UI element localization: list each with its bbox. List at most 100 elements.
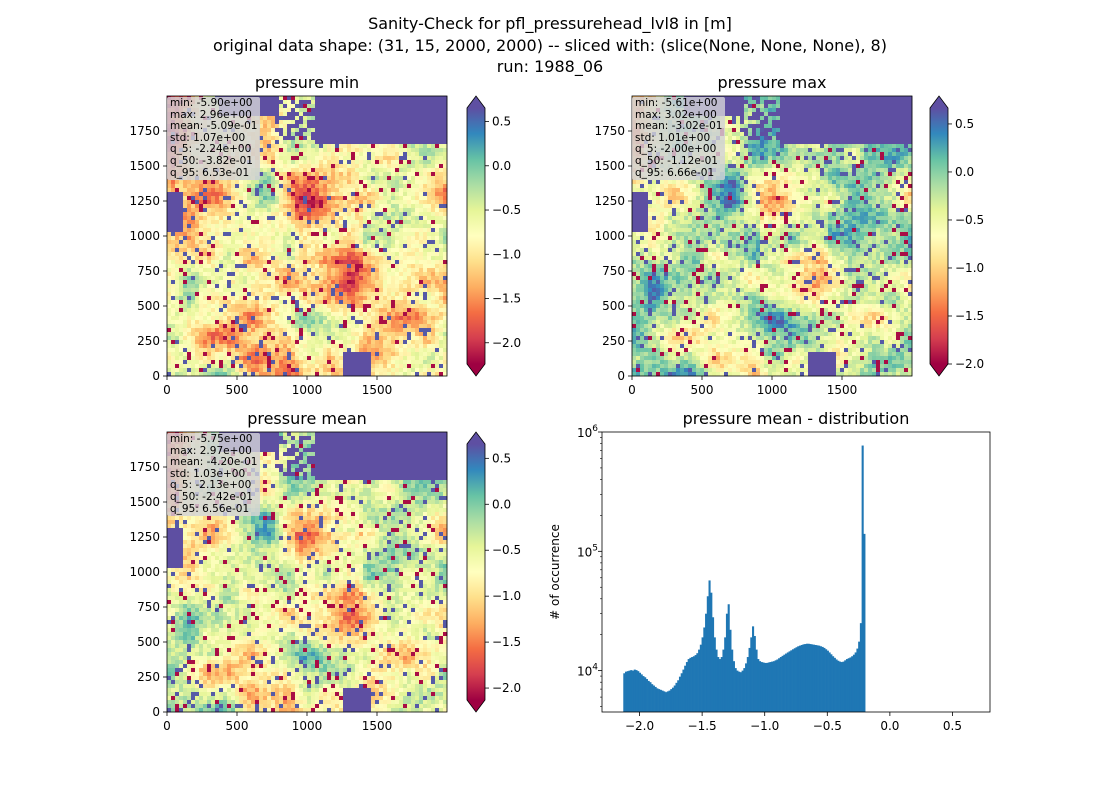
histogram-bar: [694, 655, 697, 712]
histogram-bar: [858, 641, 861, 712]
histogram-bar: [713, 637, 716, 712]
histogram-bar: [755, 649, 758, 712]
histogram-bar: [708, 580, 711, 712]
histogram-bar: [800, 644, 803, 712]
y-tick-label: 1500: [129, 159, 160, 173]
y-tick-label: 250: [602, 334, 625, 348]
stats-line: q_95: 6.66e-01: [635, 166, 715, 179]
histogram-bar: [654, 686, 657, 712]
y-tick-label: 250: [137, 670, 160, 684]
x-tick-label: 1000: [292, 383, 323, 397]
histogram-bar: [839, 661, 842, 712]
colorbar-tick-label: 0.5: [492, 115, 511, 129]
colorbar-tick-label: −2.0: [492, 681, 521, 695]
histogram-bar: [823, 647, 826, 712]
stats-line: mean: -5.09e-01: [170, 120, 258, 133]
histogram-bar: [818, 645, 821, 712]
stats-line: std: 1.03e+00: [170, 467, 246, 480]
histogram-bar: [788, 651, 791, 712]
stats-line: q_95: 6.56e-01: [170, 502, 250, 515]
histogram-bar: [849, 657, 852, 712]
stats-line: q_5: -2.24e+00: [170, 143, 252, 156]
histogram-bar: [710, 592, 713, 712]
colorbar-tick-label: 0.0: [492, 159, 511, 173]
histogram-bar: [727, 604, 730, 712]
histogram-bar: [689, 657, 692, 712]
histogram-bar: [772, 661, 775, 712]
histogram-bar: [837, 660, 840, 712]
histogram-bar: [797, 646, 800, 712]
histogram-bar: [814, 644, 817, 712]
histogram-bar: [677, 680, 680, 712]
stats-line: min: -5.75e+00: [170, 433, 253, 445]
histogram-bar: [743, 668, 746, 712]
stats-line: max: 2.97e+00: [170, 444, 252, 457]
histogram-x-tick-label: 0.0: [880, 719, 899, 733]
y-tick-label: 250: [137, 334, 160, 348]
histogram-bar: [792, 649, 795, 712]
histogram-bar: [825, 649, 828, 712]
histogram-bar: [793, 648, 796, 712]
stats-line: q_5: -2.13e+00: [170, 479, 252, 492]
histogram-bar: [656, 688, 659, 712]
histogram-bar: [635, 670, 638, 712]
y-tick-label: 1250: [129, 194, 160, 208]
histogram-bar: [701, 637, 704, 712]
histogram-bar: [717, 657, 720, 712]
colorbar-extend-min: [467, 700, 485, 712]
stats-line: q_50: -2.42e-01: [170, 490, 253, 503]
stats-box-pressure-mean: min: -5.75e+00 max: 2.97e+00 mean: -4.20e-…: [167, 433, 261, 517]
histogram-bar: [729, 629, 732, 712]
histogram-bar: [779, 657, 782, 712]
histogram-bar: [802, 644, 805, 712]
histogram-bar: [720, 657, 723, 712]
x-tick-label: 0: [163, 719, 171, 733]
histogram-bar: [631, 670, 635, 712]
colorbar-tick-label: −0.5: [492, 543, 521, 557]
histogram-bar: [645, 679, 648, 712]
panel-title: pressure mean: [247, 409, 367, 428]
histogram-bar: [809, 644, 812, 712]
histogram-bar: [786, 652, 789, 712]
histogram-bar: [760, 662, 763, 712]
stats-line: max: 3.02e+00: [635, 108, 717, 121]
x-tick-label: 500: [226, 719, 249, 733]
y-tick-label: 0: [152, 705, 160, 719]
histogram-bar: [696, 653, 699, 712]
x-tick-label: 0: [163, 383, 171, 397]
histogram-bar: [630, 670, 633, 712]
histogram-x-tick-label: −1.0: [750, 719, 779, 733]
histogram-bar: [845, 659, 849, 712]
histogram-bar: [769, 662, 772, 712]
histogram-y-tick-label: 104: [577, 663, 598, 679]
y-tick-label: 1750: [594, 124, 625, 138]
histogram-bar: [859, 623, 862, 712]
histogram-bar: [706, 596, 709, 712]
histogram-bar: [673, 685, 676, 712]
histogram-bar: [765, 662, 769, 712]
histogram-bar: [659, 689, 662, 712]
histogram-bar: [715, 649, 718, 712]
stats-box-pressure-min: min: -5.90e+00 max: 2.96e+00 mean: -5.09e-…: [167, 97, 261, 181]
histogram-bar: [741, 670, 744, 712]
histogram-bar: [758, 661, 762, 712]
histogram-bar: [804, 644, 807, 712]
y-tick-label: 1000: [594, 229, 625, 243]
histogram-bars: [623, 445, 866, 712]
y-tick-label: 1750: [129, 460, 160, 474]
y-tick-label: 1000: [129, 229, 160, 243]
histogram-bar: [790, 650, 793, 712]
colorbar-extend-max: [467, 432, 485, 444]
stats-line: std: 1.07e+00: [170, 131, 246, 144]
histogram-bar: [764, 662, 767, 712]
histogram-bar: [828, 652, 831, 712]
histogram-bar: [767, 662, 770, 712]
colorbar-body: [467, 108, 485, 364]
histogram-bar: [832, 656, 835, 712]
histogram-bar: [844, 660, 847, 712]
histogram-x-tick-label: 0.5: [943, 719, 962, 733]
histogram-bar: [739, 672, 742, 712]
colorbar-tick-label: −1.0: [492, 589, 521, 603]
histogram-bar: [807, 643, 810, 712]
colorbar-extend-max: [930, 96, 948, 108]
